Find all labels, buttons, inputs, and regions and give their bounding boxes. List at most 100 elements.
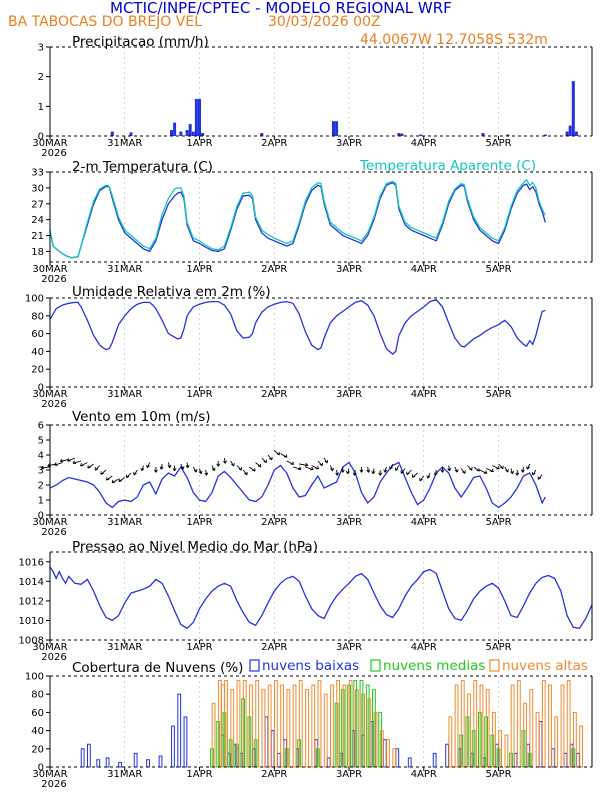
wind-vector-head (496, 465, 500, 470)
temperature-xtick-label: 4APR (411, 264, 437, 275)
pressure-xtick-label: 5APR (485, 642, 511, 653)
humidity-xtick-label: 4APR (411, 389, 437, 400)
wind-ytick-label: 1 (38, 496, 44, 507)
clouds-xtick-label: 2APR (261, 769, 287, 780)
precip-bar (565, 131, 569, 136)
precip-bar (260, 133, 264, 136)
precip-title: Precipitacao (mm/h) (72, 34, 209, 50)
wind-vector-head (400, 470, 405, 474)
precip-ytick-label: 0 (38, 132, 44, 143)
wind-vector-head (257, 463, 262, 468)
wind-vector-head (298, 466, 302, 471)
clouds-ytick-label: 20 (31, 744, 44, 755)
wind-vector-head (59, 458, 64, 463)
wind-vector-head (290, 461, 295, 465)
humidity-series-line (49, 299, 546, 355)
clouds-bar (560, 684, 565, 768)
wind-vector-head (411, 474, 416, 478)
wind-vector-head (193, 469, 198, 473)
wind-xtick-year: 2026 (41, 527, 66, 538)
pressure-xtick-year: 2026 (41, 652, 66, 663)
precip-ytick-label: 2 (38, 72, 44, 83)
pressure-ytick-label: 1016 (19, 557, 44, 568)
wind-vector-head (383, 469, 388, 473)
temperature-xtick-label: 5APR (485, 264, 511, 275)
clouds-bar (133, 752, 138, 768)
wind-vector-head (67, 458, 71, 462)
wind-vector-head (537, 476, 542, 480)
temperature-xtick-label: 31MAR (107, 264, 142, 275)
wind-vector-head (476, 468, 480, 472)
pressure-xtick-label: 3APR (336, 642, 362, 653)
wind-vector-head (263, 459, 267, 464)
precip-bar (198, 98, 202, 136)
wind-title: Vento em 10m (m/s) (72, 409, 211, 425)
wind-vector-head (172, 468, 177, 472)
wind-vector-head (140, 467, 145, 472)
clouds-bar (80, 748, 85, 768)
clouds-bar (323, 693, 328, 768)
precip-xtick-label: 31MAR (107, 138, 142, 149)
clouds-ytick-label: 0 (38, 763, 44, 774)
clouds-bar (382, 739, 387, 768)
clouds-bar (311, 684, 316, 768)
wind-xtick-label: 5APR (485, 517, 511, 528)
wind-vector-head (180, 466, 185, 470)
temperature-ytick-label: 33 (31, 168, 44, 179)
clouds-bar (395, 748, 400, 768)
legend-mid-label: nuvens medias (383, 658, 485, 674)
wind-vector-head (330, 467, 334, 472)
clouds-bar (576, 752, 580, 768)
wind-vector-head (238, 467, 242, 471)
clouds-bar (548, 684, 552, 768)
wind-vector-head (371, 470, 376, 475)
wind-vector-head (146, 464, 150, 469)
precip-bar (543, 134, 547, 136)
wind-vector-head (531, 472, 536, 476)
wind-vector-head (216, 463, 221, 467)
clouds-xtick-year: 2026 (41, 779, 66, 790)
precip-bar (419, 134, 423, 136)
temperature-series-line (49, 181, 546, 259)
wind-vector-head (419, 477, 423, 482)
pressure-xtick-label: 1APR (186, 642, 212, 653)
legend-low-label: nuvens baixas (262, 658, 359, 674)
clouds-bar (432, 752, 437, 768)
temperature-xtick-label: 1APR (186, 264, 212, 275)
humidity-xtick-label: 2APR (261, 389, 287, 400)
temperature-xtick-label: 2APR (261, 264, 287, 275)
clouds-bar (538, 721, 543, 768)
wind-vector (305, 466, 314, 471)
clouds-bar (305, 689, 309, 768)
location-label: BA TABOCAS DO BREJO VEL (8, 14, 202, 30)
clouds-bar (292, 684, 297, 768)
precip-bar (169, 130, 173, 136)
clouds-bar (183, 716, 188, 768)
pressure-series-line (49, 566, 593, 630)
precip-ytick-label: 1 (38, 102, 44, 113)
wind-vector (41, 466, 51, 469)
humidity-ytick-label: 0 (38, 383, 44, 394)
clouds-bar (445, 743, 450, 768)
wind-vector-head (100, 471, 104, 475)
wind-vector (54, 462, 63, 466)
precip-xtick-label: 1APR (186, 138, 212, 149)
wind-vector-head (223, 460, 227, 464)
clouds-bar (146, 759, 150, 768)
wind-vector-head (80, 462, 84, 467)
pressure-ytick-label: 1012 (19, 596, 44, 607)
wind-vector-head (359, 469, 364, 473)
wind-vector-head (54, 462, 58, 466)
humidity-xtick-label: 5APR (485, 389, 511, 400)
wind-vector-head (483, 470, 488, 474)
wind-vector-head (252, 468, 256, 472)
clouds-bar (280, 684, 285, 768)
precip-xtick-label: 30MAR (32, 138, 67, 149)
humidity-ytick-label: 40 (31, 347, 44, 358)
wind-vector-head (378, 472, 383, 476)
wind-vector-head (366, 469, 371, 473)
